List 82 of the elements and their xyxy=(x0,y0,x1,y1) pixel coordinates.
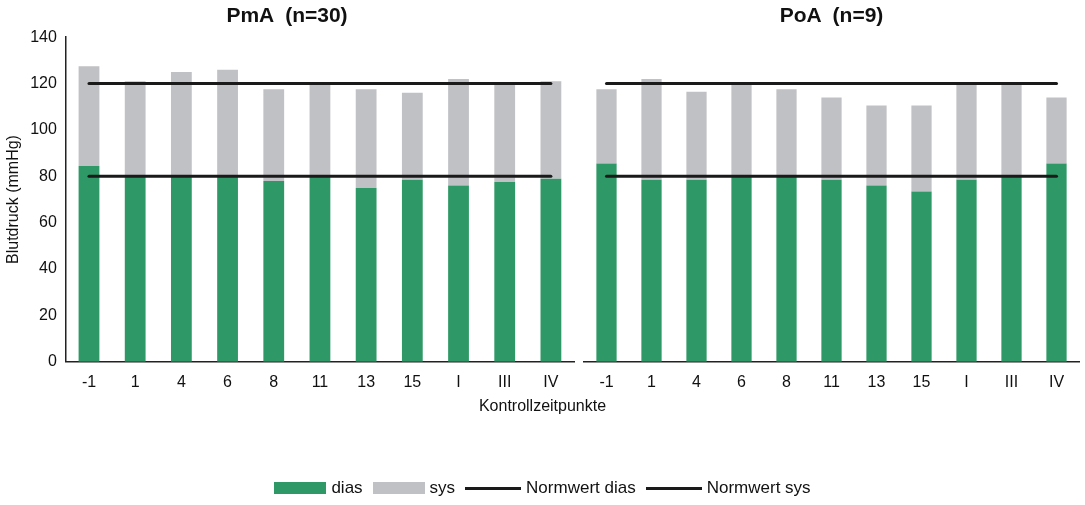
bar xyxy=(1046,97,1067,164)
bar xyxy=(686,91,707,180)
bar xyxy=(124,81,146,177)
x-tick-label: 15 xyxy=(403,372,422,390)
bar xyxy=(956,83,977,180)
bar xyxy=(494,182,516,362)
bar xyxy=(309,83,331,177)
bar xyxy=(124,176,146,362)
x-tick-label: 1 xyxy=(130,372,140,390)
bar xyxy=(866,105,887,186)
bar xyxy=(731,176,752,362)
bar xyxy=(401,92,423,180)
x-tick-label: -1 xyxy=(81,372,97,390)
bar xyxy=(401,179,423,362)
y-tick-label: 40 xyxy=(39,259,57,277)
x-tick-label: 15 xyxy=(912,372,931,390)
bar xyxy=(494,84,516,183)
x-tick-label: 1 xyxy=(647,372,657,390)
x-tick-label: 8 xyxy=(269,372,279,390)
bar xyxy=(866,185,887,362)
chart-title: PmA (n=30) xyxy=(226,3,348,27)
y-axis-title: Blutdruck (mmHg) xyxy=(4,135,22,264)
bar xyxy=(911,191,932,362)
y-tick-label: 140 xyxy=(30,27,57,45)
x-tick-label: 13 xyxy=(357,372,376,390)
bar xyxy=(776,176,797,362)
bar xyxy=(78,165,100,362)
x-tick-label: IV xyxy=(1048,372,1065,390)
y-tick-label: 20 xyxy=(39,305,57,323)
x-tick-label: I xyxy=(456,372,461,390)
bar xyxy=(776,89,797,177)
x-tick-label: I xyxy=(964,372,969,390)
bar xyxy=(170,176,192,362)
y-tick-label: 100 xyxy=(30,120,57,138)
y-tick-label: 120 xyxy=(30,73,57,91)
x-tick-label: 11 xyxy=(311,372,329,390)
bar xyxy=(596,89,617,164)
x-tick-label: 8 xyxy=(782,372,792,390)
legend-label: Normwert sys xyxy=(706,478,811,498)
bar xyxy=(355,89,377,188)
x-tick-label: 13 xyxy=(867,372,886,390)
legend-label: Normwert dias xyxy=(526,478,636,498)
x-tick-label: -1 xyxy=(599,372,614,390)
bar xyxy=(641,179,662,362)
legend-label: dias xyxy=(331,478,363,498)
x-tick-label: III xyxy=(498,372,512,390)
bar xyxy=(596,163,617,362)
bar xyxy=(78,66,100,166)
y-tick-label: 0 xyxy=(47,352,57,370)
x-axis-title: Kontrollzeitpunkte xyxy=(477,397,608,415)
x-tick-label: 6 xyxy=(223,372,233,390)
x-tick-label: 6 xyxy=(737,372,747,390)
bar xyxy=(217,69,238,176)
x-tick-label: III xyxy=(1004,372,1019,390)
x-tick-label: 4 xyxy=(176,372,186,390)
y-tick-label: 60 xyxy=(39,213,57,231)
bar xyxy=(641,78,662,180)
bar xyxy=(448,185,469,362)
bar xyxy=(540,81,562,179)
bar xyxy=(217,175,238,362)
bar xyxy=(263,89,285,181)
bar xyxy=(170,71,192,177)
bar xyxy=(540,178,562,362)
bar xyxy=(821,179,842,362)
bar xyxy=(263,180,285,362)
x-tick-label: IV xyxy=(543,372,559,390)
bar xyxy=(686,179,707,362)
x-tick-label: 4 xyxy=(692,372,702,390)
bar xyxy=(956,179,977,362)
legend-label: sys xyxy=(429,478,456,498)
bar xyxy=(821,97,842,180)
chart-title: PoA (n=9) xyxy=(779,3,884,27)
bar xyxy=(1001,83,1022,177)
bar xyxy=(448,78,469,186)
bar xyxy=(911,105,932,192)
bar xyxy=(1001,176,1022,362)
bar xyxy=(355,187,377,362)
bar xyxy=(309,176,331,362)
bar xyxy=(731,83,752,177)
y-tick-label: 80 xyxy=(39,166,57,184)
bar xyxy=(1046,163,1067,362)
x-tick-label: 11 xyxy=(823,372,840,390)
